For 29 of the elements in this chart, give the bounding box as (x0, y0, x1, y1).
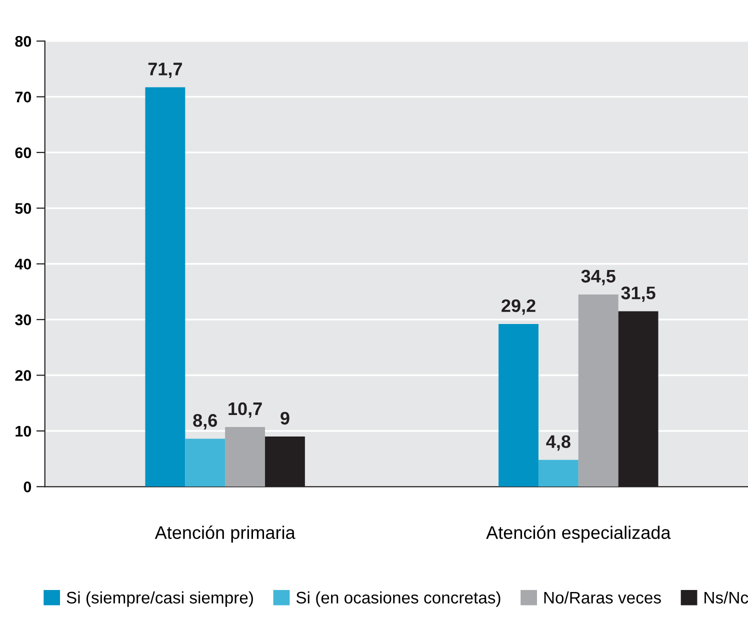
legend-label: Si (en ocasiones concretas) (296, 591, 500, 607)
y-tick-label: 70 (15, 92, 32, 102)
legend-label: Ns/Nc (704, 591, 748, 604)
x-tick-label: Atención primaria (154, 526, 296, 543)
data-label: 34,5 (581, 270, 616, 286)
bar (498, 324, 538, 487)
bar (538, 460, 578, 487)
y-tick-label: 50 (15, 203, 32, 214)
bar (578, 294, 618, 487)
data-label: 10,7 (228, 402, 262, 418)
bar (185, 438, 226, 487)
legend-label: No/Raras veces (544, 591, 661, 604)
y-tick-label: 80 (15, 36, 32, 47)
y-tick-label: 20 (15, 370, 32, 381)
data-label: 4,8 (546, 435, 570, 451)
data-label: 9 (280, 412, 290, 425)
data-label: 71,7 (148, 62, 182, 78)
data-label: 8,6 (193, 414, 218, 430)
bar (145, 87, 186, 487)
y-tick-label: 30 (15, 314, 32, 326)
x-tick-label: Atención especializada (486, 526, 671, 543)
data-label: 29,2 (502, 299, 536, 315)
y-tick-label: 10 (16, 426, 32, 437)
data-label: 31,5 (621, 286, 656, 302)
y-tick-label: 40 (14, 258, 32, 270)
legend-label: Si (siempre/casi siempre) (66, 591, 253, 607)
bar (225, 427, 265, 487)
y-tick-label: 60 (15, 147, 32, 158)
y-tick-label: 0 (24, 482, 32, 492)
